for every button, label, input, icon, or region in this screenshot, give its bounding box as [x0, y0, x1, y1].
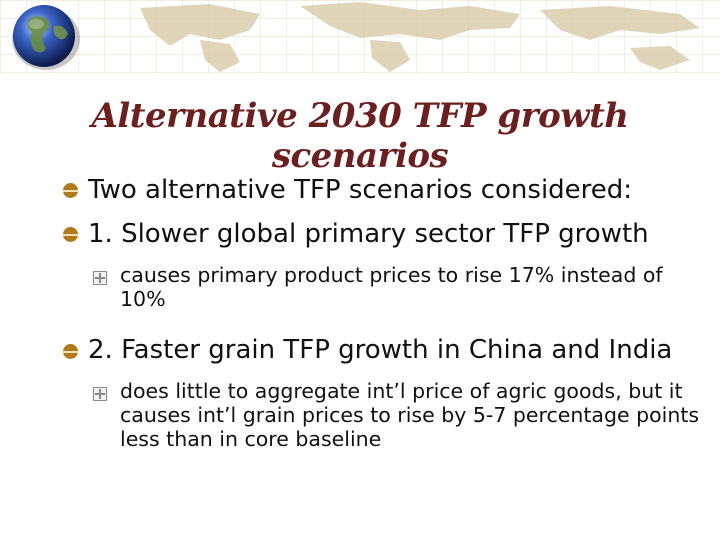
- bullet-3-sub-1-text: does little to aggregate int’l price of …: [120, 379, 700, 451]
- slide-title: Alternative 2030 TFP growth scenarios: [91, 96, 629, 176]
- bullet-2-text: 1. Slower global primary sector TFP grow…: [88, 219, 649, 249]
- bullet-plus-box-icon: [93, 271, 107, 285]
- bullet-3-text: 2. Faster grain TFP growth in China and …: [88, 335, 673, 365]
- bullet-plus-box-icon: [93, 387, 107, 401]
- bullet-2-sub-1-text: causes primary product prices to rise 17…: [120, 263, 663, 311]
- header-banner: [0, 0, 720, 74]
- bullet-disc-icon: [63, 183, 78, 198]
- world-map-background: [0, 0, 720, 74]
- bullet-disc-icon: [63, 227, 78, 242]
- bullet-1-text: Two alternative TFP scenarios considered…: [88, 175, 633, 205]
- globe-icon: [12, 5, 80, 70]
- bullet-disc-icon: [63, 344, 78, 359]
